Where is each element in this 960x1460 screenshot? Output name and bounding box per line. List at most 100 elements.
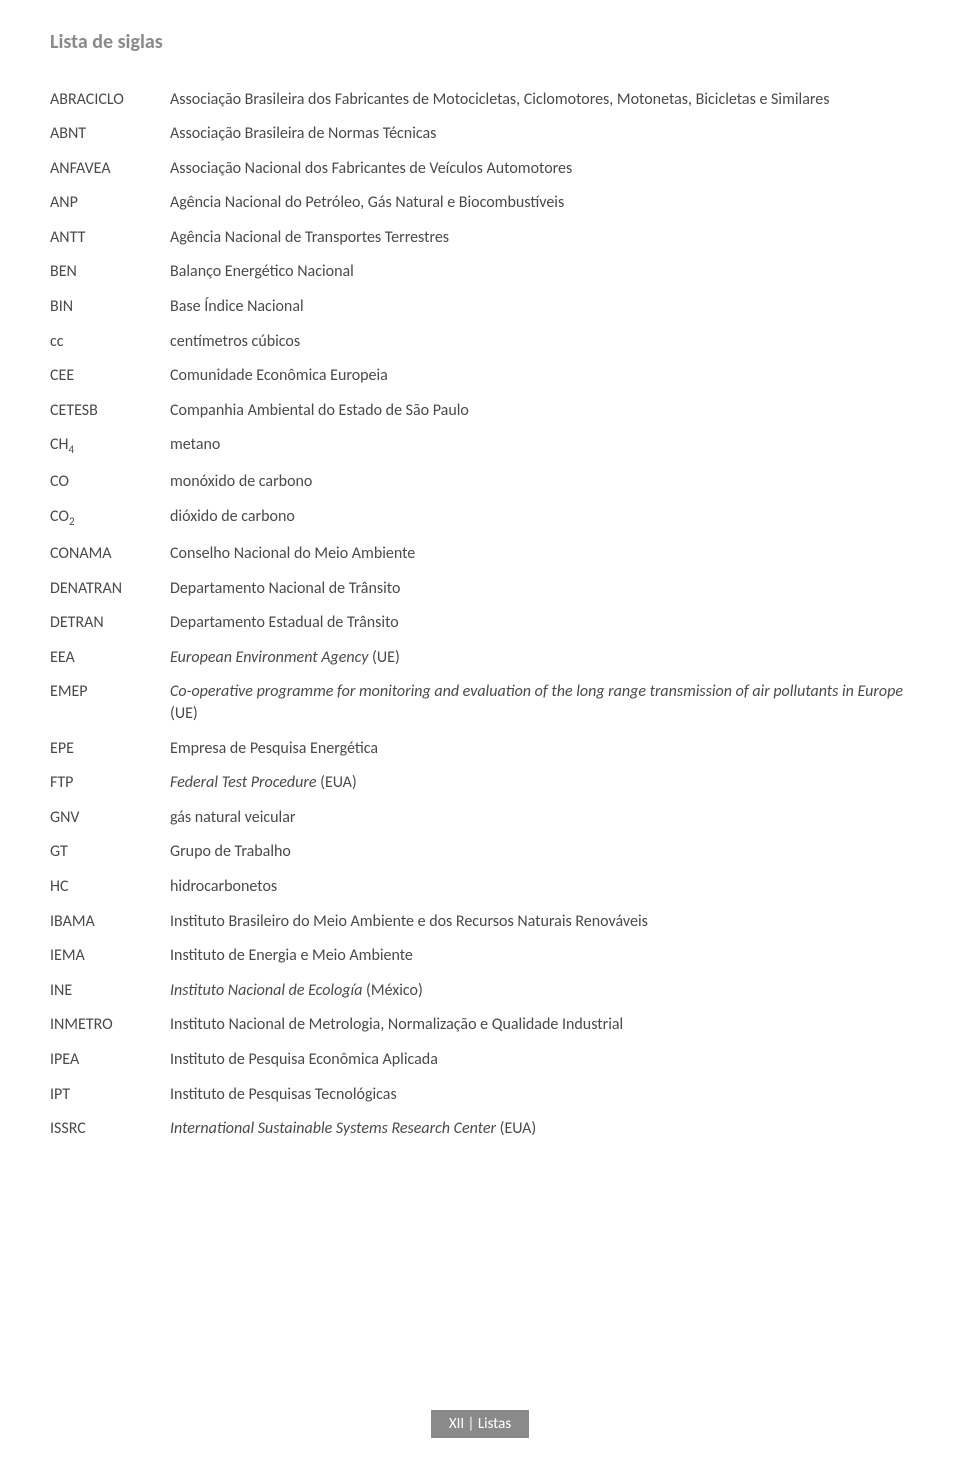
table-row: INEInstituto Nacional de Ecología (Méxic… bbox=[50, 973, 910, 1008]
table-row: COmonóxido de carbono bbox=[50, 465, 910, 500]
desc-text: Base Índice Nacional bbox=[170, 297, 304, 316]
table-row: EMEP Co-operative programme for monitorin… bbox=[50, 675, 910, 731]
table-row: ISSRC International Sustainable Systems R… bbox=[50, 1112, 910, 1147]
page-footer: XII | Listas bbox=[0, 1410, 960, 1438]
desc-suffix: (EUA) bbox=[316, 773, 356, 792]
table-row: CH4 metano bbox=[50, 428, 910, 465]
desc-cell: Associação Brasileira dos Fabricantes de… bbox=[170, 82, 910, 117]
table-row: DENATRANDepartamento Nacional de Trânsit… bbox=[50, 571, 910, 606]
desc-text: Companhia Ambiental do Estado de São Pau… bbox=[170, 401, 469, 420]
desc-text: Departamento Estadual de Trânsito bbox=[170, 613, 399, 632]
desc-cell: Grupo de Trabalho bbox=[170, 835, 910, 870]
page-title: Lista de siglas bbox=[50, 30, 910, 54]
desc-cell: Conselho Nacional do Meio Ambiente bbox=[170, 537, 910, 572]
table-row: IPEAInstituto de Pesquisa Econômica Apli… bbox=[50, 1043, 910, 1078]
table-row: IBAMA Instituto Brasileiro do Meio Ambien… bbox=[50, 904, 910, 939]
desc-cell: centímetros cúbicos bbox=[170, 324, 910, 359]
siglas-table: ABRACICLO Associação Brasileira dos Fabri… bbox=[50, 82, 910, 1146]
desc-cell: Comunidade Econômica Europeia bbox=[170, 359, 910, 394]
table-row: FTPFederal Test Procedure (EUA) bbox=[50, 766, 910, 801]
desc-suffix: (EUA) bbox=[496, 1119, 536, 1138]
sigla-cell: CONAMA bbox=[50, 537, 170, 572]
desc-italic: Instituto Nacional de Ecología bbox=[170, 981, 362, 1000]
table-row: BEN Balanço Energético Nacional bbox=[50, 255, 910, 290]
sigla-text: HC bbox=[50, 877, 69, 896]
sigla-text: BEN bbox=[50, 262, 77, 281]
desc-cell: gás natural veicular bbox=[170, 800, 910, 835]
desc-cell: Empresa de Pesquisa Energética bbox=[170, 731, 910, 766]
desc-cell: Departamento Nacional de Trânsito bbox=[170, 571, 910, 606]
sigla-text: ABRACICLO bbox=[50, 90, 124, 109]
sigla-text: EPE bbox=[50, 739, 74, 758]
desc-text: monóxido de carbono bbox=[170, 472, 312, 491]
table-row: ANP Agência Nacional do Petróleo, Gás Nat… bbox=[50, 186, 910, 221]
desc-text: Departamento Nacional de Trânsito bbox=[170, 579, 400, 598]
desc-text: Associação Nacional dos Fabricantes de V… bbox=[170, 159, 572, 178]
desc-text: Instituto Brasileiro do Meio Ambiente e … bbox=[170, 912, 648, 931]
sigla-text: IPT bbox=[50, 1085, 70, 1104]
desc-text: Balanço Energético Nacional bbox=[170, 262, 354, 281]
sigla-text: CEE bbox=[50, 366, 74, 385]
desc-cell: monóxido de carbono bbox=[170, 465, 910, 500]
desc-cell: Departamento Estadual de Trânsito bbox=[170, 606, 910, 641]
desc-italic: Federal Test Procedure bbox=[170, 773, 316, 792]
table-row: GT Grupo de Trabalho bbox=[50, 835, 910, 870]
sigla-cell: DENATRAN bbox=[50, 571, 170, 606]
table-row: CONAMA Conselho Nacional do Meio Ambiente bbox=[50, 537, 910, 572]
sigla-text: INMETRO bbox=[50, 1015, 113, 1034]
sigla-text: ANP bbox=[50, 193, 78, 212]
desc-italic: International Sustainable Systems Resear… bbox=[170, 1119, 496, 1138]
table-row: ABRACICLO Associação Brasileira dos Fabri… bbox=[50, 82, 910, 117]
desc-text: Instituto Nacional de Metrologia, Normal… bbox=[170, 1015, 623, 1034]
table-row: cc centímetros cúbicos bbox=[50, 324, 910, 359]
desc-cell: Base Índice Nacional bbox=[170, 290, 910, 325]
desc-text: Agência Nacional do Petróleo, Gás Natura… bbox=[170, 193, 564, 212]
sigla-cell: ISSRC bbox=[50, 1112, 170, 1147]
desc-text: Associação Brasileira dos Fabricantes de… bbox=[170, 90, 829, 109]
desc-italic: Co-operative programme for monitoring an… bbox=[170, 682, 903, 701]
sigla-text: IBAMA bbox=[50, 912, 95, 931]
desc-text: Associação Brasileira de Normas Técnicas bbox=[170, 124, 436, 143]
desc-cell: International Sustainable Systems Resear… bbox=[170, 1112, 910, 1147]
sigla-cell: CO bbox=[50, 465, 170, 500]
desc-text: metano bbox=[170, 435, 220, 454]
sigla-text: DETRAN bbox=[50, 613, 104, 632]
desc-text: Empresa de Pesquisa Energética bbox=[170, 739, 378, 758]
sigla-text: cc bbox=[50, 332, 64, 351]
sigla-text: ABNT bbox=[50, 124, 86, 143]
sigla-cell: BEN bbox=[50, 255, 170, 290]
table-row: CETESB Companhia Ambiental do Estado de S… bbox=[50, 393, 910, 428]
sigla-subscript: 4 bbox=[69, 444, 75, 457]
sigla-text: ISSRC bbox=[50, 1119, 86, 1138]
desc-text: dióxido de carbono bbox=[170, 507, 295, 526]
desc-cell: Associação Brasileira de Normas Técnicas bbox=[170, 117, 910, 152]
table-row: DETRAN Departamento Estadual de Trânsito bbox=[50, 606, 910, 641]
desc-cell: Companhia Ambiental do Estado de São Pau… bbox=[170, 393, 910, 428]
footer-label: XII | Listas bbox=[431, 1410, 529, 1438]
sigla-text: CONAMA bbox=[50, 544, 112, 563]
sigla-cell: BIN bbox=[50, 290, 170, 325]
table-row: GNV gás natural veicular bbox=[50, 800, 910, 835]
sigla-cell: EMEP bbox=[50, 675, 170, 731]
sigla-text: EEA bbox=[50, 648, 75, 667]
sigla-cell: INMETRO bbox=[50, 1008, 170, 1043]
sigla-text: GNV bbox=[50, 808, 80, 827]
sigla-text: CH bbox=[50, 435, 69, 454]
table-row: ANFAVEAAssociação Nacional dos Fabricant… bbox=[50, 151, 910, 186]
sigla-text: EMEP bbox=[50, 682, 88, 701]
table-row: EEAEuropean Environment Agency (UE) bbox=[50, 640, 910, 675]
desc-text: Comunidade Econômica Europeia bbox=[170, 366, 388, 385]
desc-cell: Agência Nacional de Transportes Terrestr… bbox=[170, 220, 910, 255]
sigla-cell: ANP bbox=[50, 186, 170, 221]
sigla-cell: IPT bbox=[50, 1077, 170, 1112]
desc-cell: metano bbox=[170, 428, 910, 465]
table-row: CEE Comunidade Econômica Europeia bbox=[50, 359, 910, 394]
desc-cell: Agência Nacional do Petróleo, Gás Natura… bbox=[170, 186, 910, 221]
sigla-text: CETESB bbox=[50, 401, 98, 420]
sigla-cell: ANFAVEA bbox=[50, 151, 170, 186]
sigla-cell: EEA bbox=[50, 640, 170, 675]
desc-cell: Co-operative programme for monitoring an… bbox=[170, 675, 910, 731]
table-row: INMETRO Instituto Nacional de Metrologia,… bbox=[50, 1008, 910, 1043]
sigla-text: GT bbox=[50, 842, 68, 861]
desc-cell: Associação Nacional dos Fabricantes de V… bbox=[170, 151, 910, 186]
